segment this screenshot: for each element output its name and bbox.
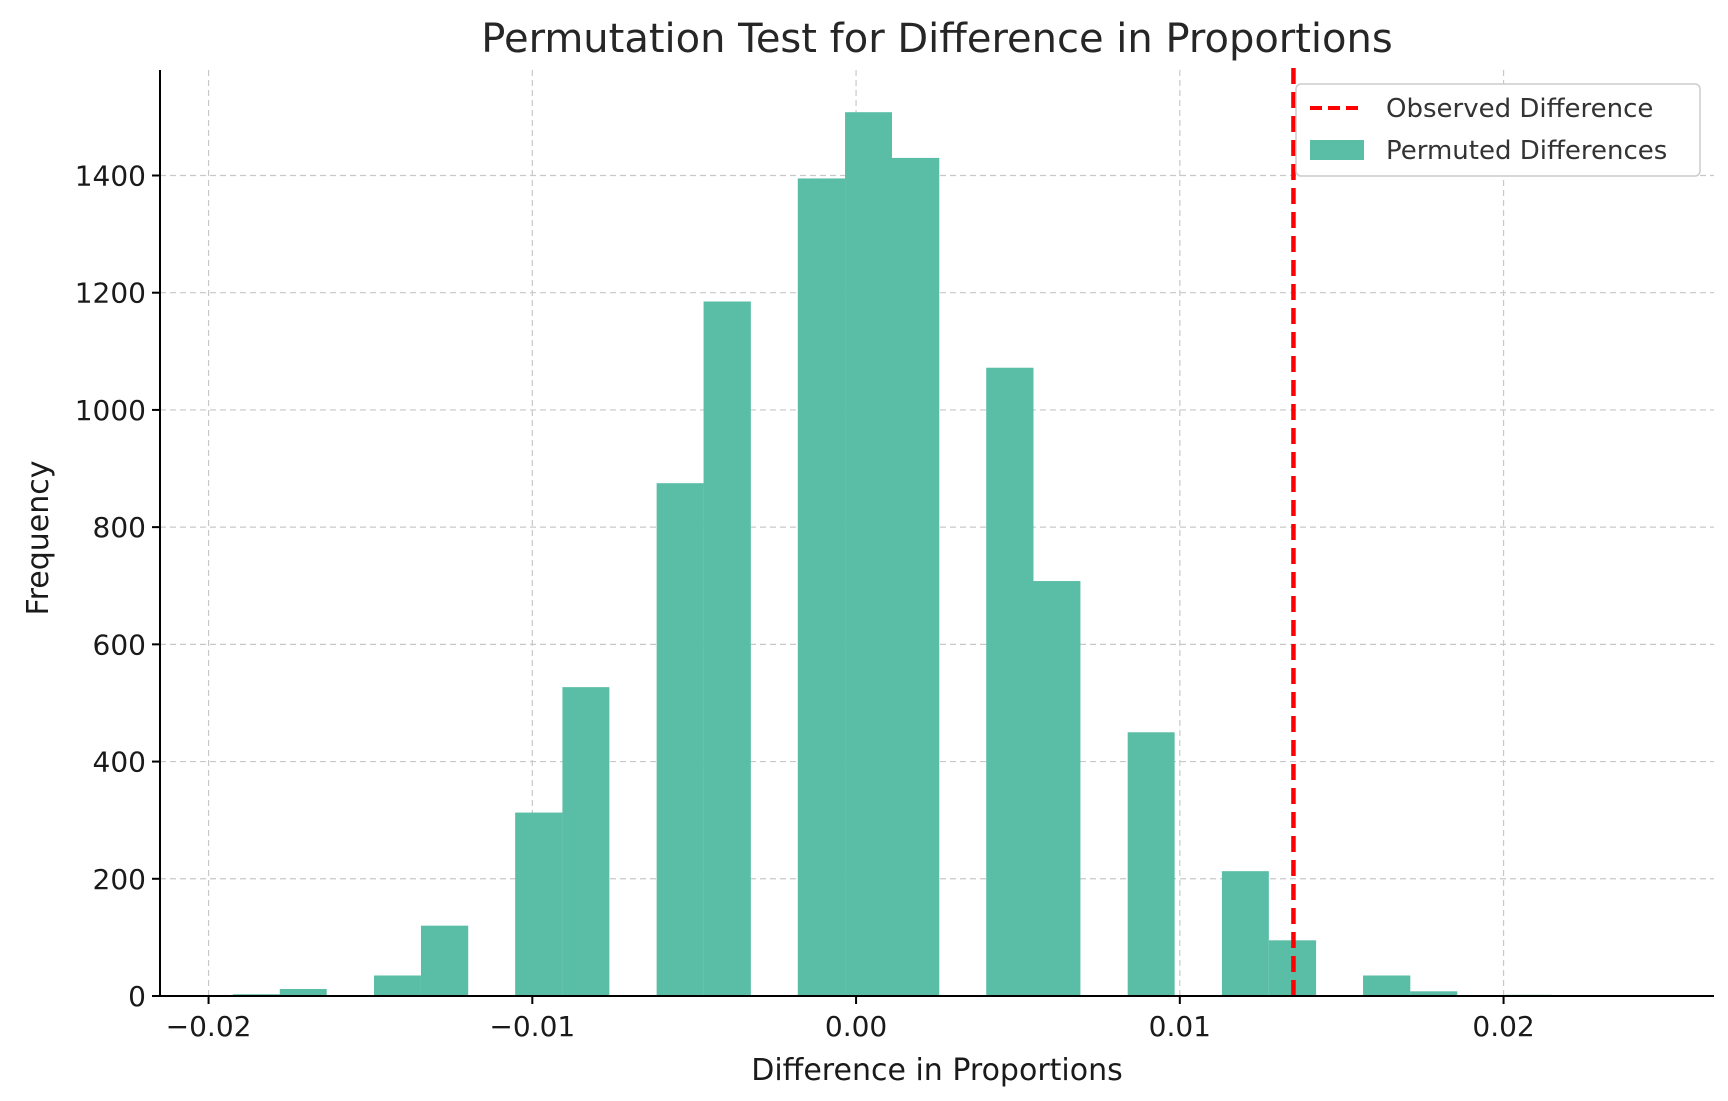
histogram-bar-3: [420, 925, 469, 996]
histogram-bar-5: [562, 687, 610, 996]
x-tick-label-4: 0.02: [1472, 1010, 1534, 1043]
y-tick-label-4: 800: [93, 511, 146, 544]
chart-title: Permutation Test for Difference in Propo…: [481, 16, 1392, 62]
y-tick-label-6: 1200: [75, 277, 146, 310]
histogram-bar-4: [515, 812, 563, 996]
y-tick-label-3: 600: [93, 628, 146, 661]
histogram-bar-7: [703, 301, 751, 996]
x-tick-label-0: −0.02: [166, 1010, 252, 1043]
y-tick-label-0: 0: [128, 980, 146, 1013]
histogram-bar-17: [1410, 991, 1458, 996]
y-tick-label-1: 200: [93, 863, 146, 896]
x-axis-label: Difference in Proportions: [751, 1053, 1123, 1088]
legend: Observed Difference Permuted Differences: [1295, 83, 1701, 177]
bars-layer: [232, 112, 1552, 997]
x-tick-label-3: 0.01: [1149, 1010, 1211, 1043]
histogram-bar-9: [845, 112, 892, 997]
histogram-bar-13: [1127, 732, 1175, 996]
y-tick-label-5: 1000: [75, 394, 146, 427]
y-axis-label: Frequency: [21, 461, 56, 616]
y-tick-label-2: 400: [93, 746, 146, 779]
x-tick-label-2: 0.00: [825, 1010, 887, 1043]
histogram-bar-16: [1363, 975, 1411, 996]
axes-layer: −0.02 −0.01 0.00 0.01 0.02 0 200 400 600 800 1000 1…: [75, 70, 1714, 1043]
legend-observed-label: Observed Difference: [1386, 94, 1653, 124]
histogram-bar-12: [1033, 581, 1081, 996]
histogram-bar-11: [986, 367, 1034, 997]
histogram-bar-14: [1221, 871, 1269, 996]
histogram-bar-8: [797, 178, 846, 996]
legend-frame: [1295, 83, 1701, 177]
x-tick-label-1: −0.01: [489, 1010, 575, 1043]
legend-permuted-swatch: [1310, 140, 1364, 160]
y-tick-label-7: 1400: [75, 159, 146, 192]
histogram-bar-1: [279, 988, 327, 996]
histogram-bar-2: [373, 975, 421, 996]
histogram-bar-6: [656, 483, 704, 996]
histogram-bar-10: [891, 157, 940, 997]
legend-permuted-label: Permuted Differences: [1386, 136, 1667, 166]
